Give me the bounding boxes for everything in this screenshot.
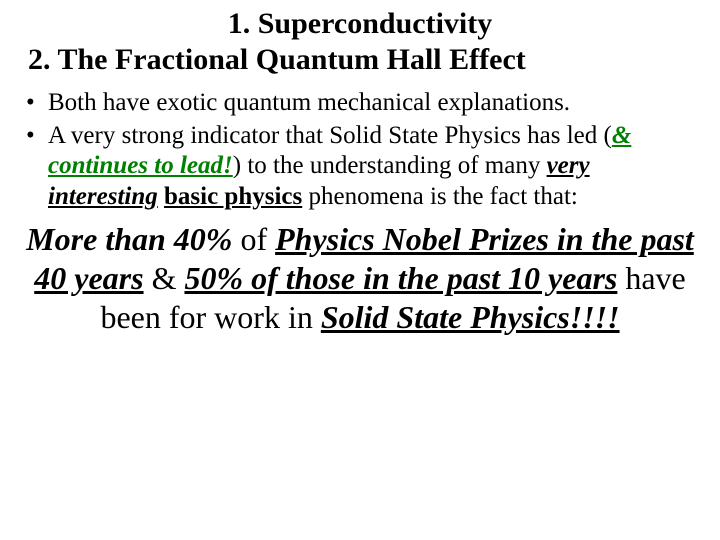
conclusion-part-4: & (144, 260, 185, 296)
conclusion-part-7: Solid State Physics!!!! (321, 299, 620, 335)
bullet-emphasis-2: basic physics (164, 183, 302, 210)
bullet-text-b: ) to the understanding of many (233, 152, 547, 179)
bullet-text-a: A very strong indicator that Solid State… (48, 122, 612, 149)
conclusion-part-2: of (232, 221, 275, 257)
bullet-item-1: Both have exotic quantum mechanical expl… (18, 88, 702, 119)
bullet-list: Both have exotic quantum mechanical expl… (18, 88, 702, 212)
bullet-text-c: phenomena is the fact that: (302, 183, 578, 210)
heading-1: 1. Superconductivity (18, 6, 702, 42)
bullet-item-2: A very strong indicator that Solid State… (18, 121, 702, 213)
conclusion-paragraph: More than 40% of Physics Nobel Prizes in… (18, 220, 702, 337)
conclusion-part-5: 50% of those in the past 10 years (184, 260, 617, 296)
conclusion-part-1: More than 40% (26, 221, 232, 257)
heading-2: 2. The Fractional Quantum Hall Effect (28, 42, 702, 78)
bullet-text: Both have exotic quantum mechanical expl… (48, 89, 570, 116)
